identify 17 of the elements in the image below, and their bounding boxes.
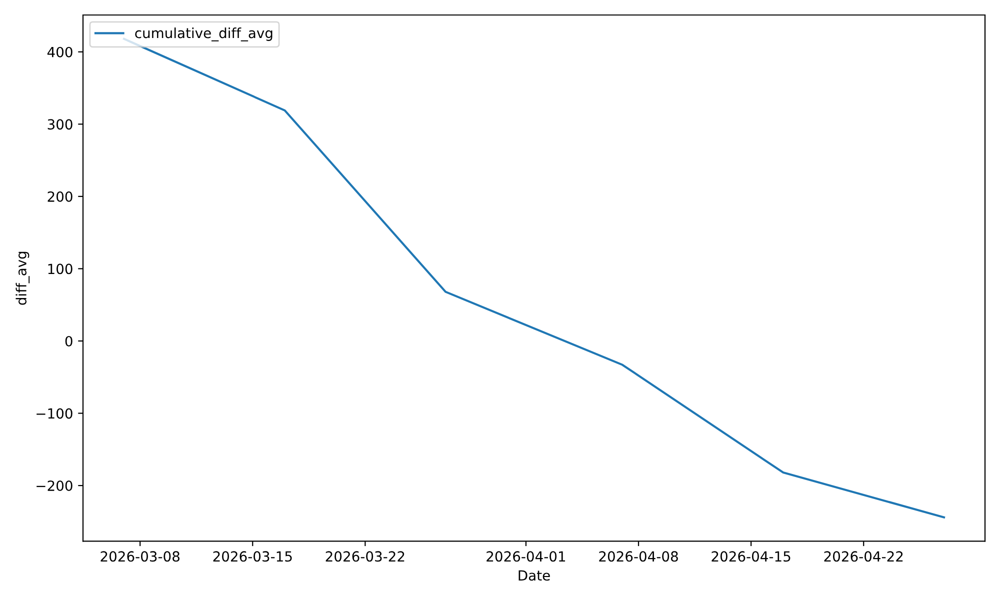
x-tick-label: 2026-03-15 [213,551,292,562]
y-tick-label: 400 [47,46,72,58]
y-tick-label: 200 [48,191,72,202]
x-axis-title: Date [518,570,550,581]
x-tick-label: 2026-03-08 [100,551,180,562]
y-tick-label: 100 [48,264,72,274]
y-tick-label: 300 [48,119,72,130]
x-tick-label: 2026-03-22 [326,551,404,562]
y-axis-title: diff_avg [16,252,30,305]
y-tick-label: −200 [36,480,72,492]
x-tick-label: 2026-04-01 [486,551,566,562]
y-tick-label: 0 [65,336,72,346]
x-tick-label: 2026-04-15 [712,551,790,562]
x-tick-label: 2026-04-08 [599,551,678,562]
legend-label: cumulative_diff_avg [135,28,272,42]
x-tick-label: 2026-04-22 [824,551,903,562]
y-tick-label: −100 [36,408,72,419]
